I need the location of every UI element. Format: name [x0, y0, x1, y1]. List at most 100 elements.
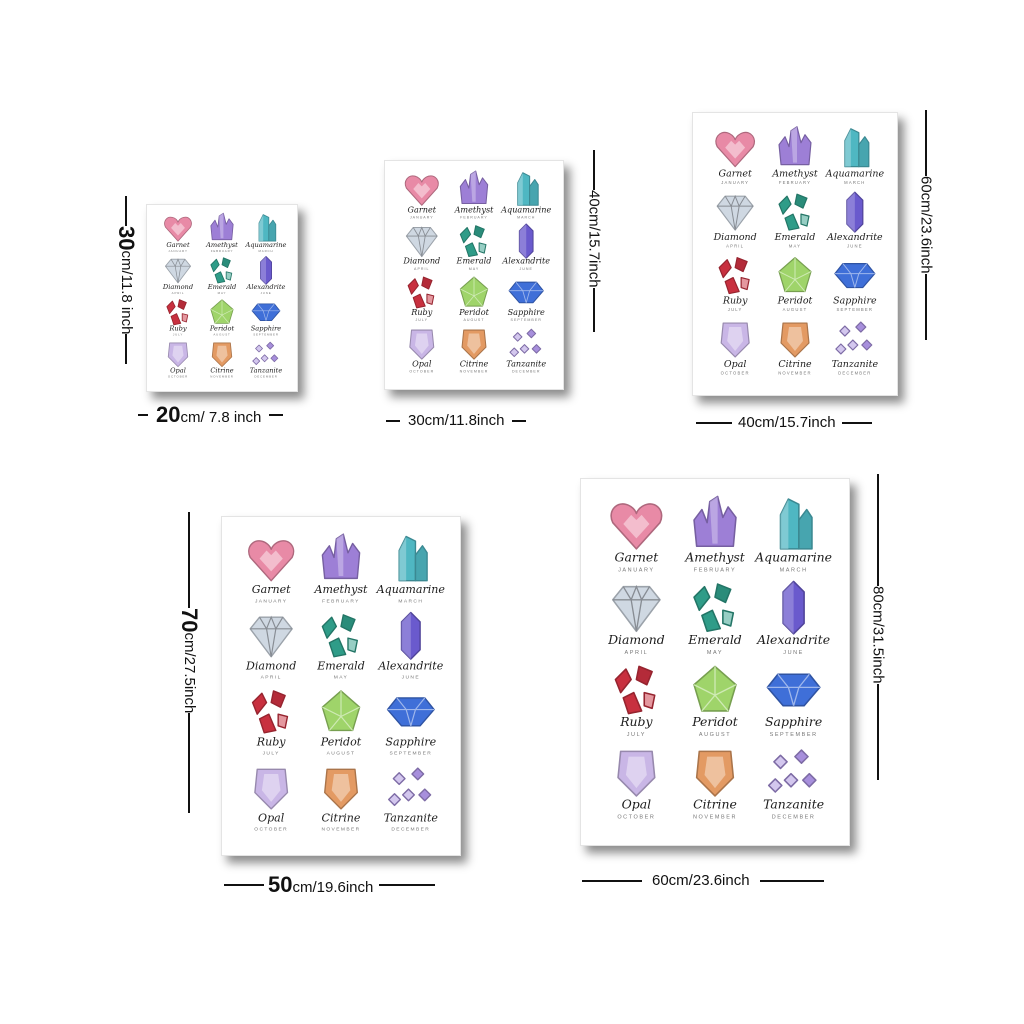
- poster-20x30: Garnet JANUARY Amethyst FEBRUARY Aquamarine M…: [146, 204, 298, 392]
- gem-month: JULY: [627, 732, 646, 738]
- pentagon-gem-icon: [321, 690, 361, 732]
- cut-gem-icon: [251, 303, 281, 322]
- gem-cell-amethyst: Amethyst FEBRUARY: [684, 495, 746, 573]
- shards-icon: [210, 257, 233, 284]
- pentagon-gem-icon: [210, 299, 234, 324]
- cut-gem-icon: [508, 281, 544, 304]
- gem-cell-tanzanite: Tanzanite DECEMBER: [384, 767, 439, 832]
- gem-month: JULY: [173, 333, 183, 337]
- gem-name: Tanzanite: [384, 811, 439, 824]
- heart-gem-icon: [164, 216, 192, 242]
- gem-chart-svg: GarnetJANUARYAmethystFEBRUARYAquamarineM…: [402, 170, 551, 373]
- gem-month: DECEMBER: [512, 369, 541, 373]
- gem-month: MARCH: [844, 180, 865, 185]
- gem-name: Peridot: [458, 307, 489, 317]
- shield-gem-icon: [720, 322, 750, 358]
- gem-cell-garnet: Garnet JANUARY: [248, 540, 295, 604]
- small-cubes-icon: [388, 767, 432, 807]
- gem-name: Amethyst: [684, 550, 746, 565]
- gem-month: SEPTEMBER: [770, 732, 818, 738]
- gem-month: OCTOBER: [409, 369, 434, 373]
- pentagon-gem-icon: [459, 276, 489, 307]
- prism-crystal-icon: [779, 498, 813, 550]
- gem-month: NOVEMBER: [210, 375, 233, 379]
- gem-month: DECEMBER: [254, 375, 277, 379]
- gem-name: Ruby: [168, 325, 186, 333]
- gem-month: NOVEMBER: [693, 814, 737, 820]
- gem-month: JUNE: [261, 291, 272, 295]
- gem-month: AUGUST: [699, 732, 731, 738]
- cut-gem-icon: [766, 673, 821, 707]
- height-label: 80cm/31.5inch: [869, 586, 887, 684]
- crystal-cluster-icon: [693, 495, 737, 548]
- width-dimension-40cm: 40cm/15.7inch: [696, 414, 900, 431]
- shield-gem-icon: [254, 768, 289, 810]
- hex-crystal-icon: [782, 580, 805, 635]
- gem-month: JANUARY: [168, 249, 187, 253]
- gem-name: Garnet: [615, 550, 660, 565]
- gem-cell-citrine: Citrine NOVEMBER: [693, 750, 737, 820]
- gem-chart-svg: GarnetJANUARYAmethystFEBRUARYAquamarineM…: [162, 212, 287, 379]
- shards-icon: [459, 225, 487, 258]
- width-dimension-20cm: 20cm/ 7.8 inch: [138, 402, 302, 428]
- shards-icon: [321, 614, 358, 658]
- prism-crystal-icon: [517, 172, 539, 206]
- gem-month: DECEMBER: [391, 826, 430, 832]
- gem-month: NOVEMBER: [321, 826, 360, 832]
- gem-name: Emerald: [207, 283, 237, 291]
- gem-month: SEPTEMBER: [253, 333, 279, 337]
- gem-name: Amethyst: [771, 169, 818, 180]
- height-unit: cm/11.8 inch: [118, 250, 135, 335]
- gem-cell-garnet: Garnet JANUARY: [610, 503, 663, 573]
- gem-month: SEPTEMBER: [511, 318, 542, 322]
- width-unit: cm/19.6inch: [292, 879, 374, 896]
- gem-month: AUGUST: [327, 750, 356, 756]
- gem-name: Garnet: [166, 241, 190, 249]
- gem-month: JANUARY: [255, 598, 287, 604]
- shield-gem-icon: [695, 750, 735, 797]
- shards-icon: [166, 299, 189, 326]
- width-dimension-50cm: 50cm/19.6inch: [224, 872, 460, 898]
- small-cubes-icon: [767, 749, 817, 793]
- shield-gem-icon: [461, 329, 487, 360]
- small-cubes-icon: [835, 321, 873, 355]
- height-label: 40cm/15.7inch: [585, 190, 603, 288]
- gem-name: Aquamarine: [500, 204, 551, 214]
- gem-month: JULY: [728, 307, 743, 312]
- gem-month: MARCH: [517, 216, 535, 220]
- gem-month: OCTOBER: [721, 371, 750, 376]
- gem-name: Garnet: [252, 583, 291, 596]
- gem-cell-citrine: Citrine NOVEMBER: [321, 768, 361, 832]
- gem-month: FEBRUARY: [694, 567, 736, 573]
- gem-name: Opal: [258, 811, 285, 824]
- gem-month: APRIL: [625, 650, 649, 656]
- cut-gem-icon: [834, 263, 876, 289]
- shards-icon: [251, 690, 289, 734]
- pentagon-gem-icon: [778, 257, 812, 293]
- gem-month: APRIL: [261, 674, 282, 680]
- width-value: 50: [268, 872, 293, 897]
- diamond-icon: [249, 615, 293, 658]
- gem-name: Opal: [412, 358, 432, 368]
- width-dimension-60cm: 60cm/23.6inch: [582, 872, 848, 889]
- prism-crystal-icon: [844, 128, 870, 168]
- gem-name: Tanzanite: [250, 366, 283, 374]
- gem-cell-aquamarine: Aquamarine MARCH: [754, 498, 832, 573]
- width-label: 30cm/11.8inch: [408, 412, 505, 429]
